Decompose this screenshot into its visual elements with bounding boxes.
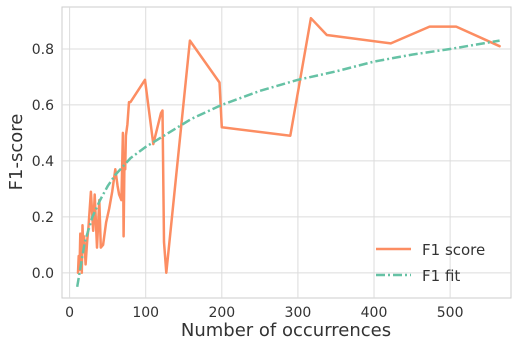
series-line-f1-score <box>76 16 501 275</box>
y-axis-label: F1-score <box>6 114 27 191</box>
y-tick-label: 0.4 <box>32 154 54 170</box>
y-tick-label: 0.8 <box>32 42 54 58</box>
y-tick-label: 0.6 <box>32 98 54 114</box>
legend-label-f1-score: F1 score <box>422 241 485 259</box>
legend-label-f1-fit: F1 fit <box>422 267 460 285</box>
x-tick-label: 200 <box>208 305 235 321</box>
ticks-layer: 0 100 200 300 400 500 0.0 0.2 0.4 0.6 0.8 <box>32 42 464 321</box>
y-tick-label: 0.0 <box>32 266 54 282</box>
x-tick-label: 500 <box>437 305 464 321</box>
series-line-f1-fit <box>75 39 500 288</box>
x-tick-label: 100 <box>132 305 159 321</box>
plot-area <box>61 6 512 299</box>
x-tick-label: 400 <box>361 305 388 321</box>
y-tick-label: 0.2 <box>32 210 54 226</box>
grid <box>62 7 511 298</box>
x-tick-label: 0 <box>65 305 74 321</box>
x-tick-label: 300 <box>285 305 312 321</box>
x-axis-label: Number of occurrences <box>181 320 391 341</box>
series-layer <box>75 16 501 288</box>
legend: F1 score F1 fit <box>376 241 485 285</box>
